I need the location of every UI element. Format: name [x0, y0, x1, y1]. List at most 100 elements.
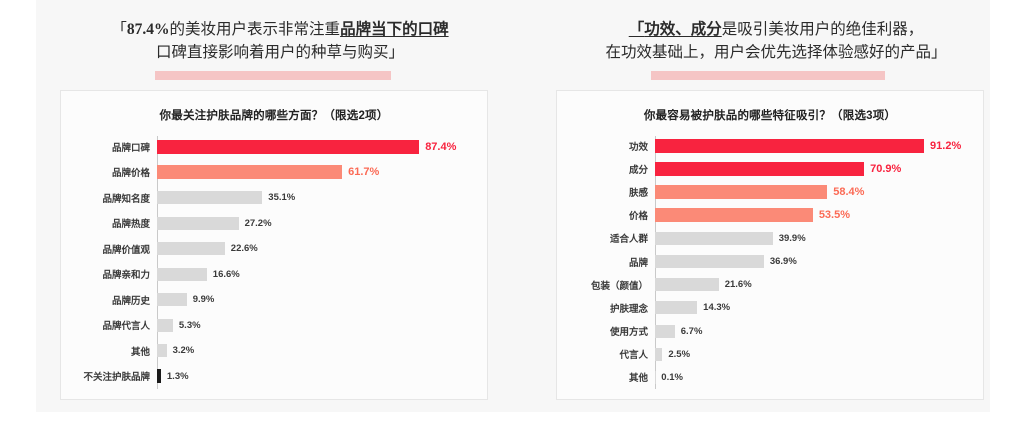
category-label: 肤感: [628, 187, 648, 199]
value-label: 21.6%: [724, 279, 752, 291]
bar: [157, 216, 239, 230]
bar-track: 2.5%: [655, 343, 985, 366]
value-label: 53.5%: [818, 209, 851, 222]
chart-row: 包装（颜值） 21.6%: [557, 273, 985, 296]
bar: [157, 267, 207, 281]
value-label: 16.6%: [212, 268, 240, 280]
category-label: 品牌代言人: [102, 321, 150, 333]
chart-row: 品牌代言人 5.3%: [61, 313, 489, 339]
value-label: 61.7%: [348, 166, 380, 179]
chart-row: 其他 3.2%: [61, 338, 489, 364]
bar-track: 5.3%: [157, 313, 489, 339]
bar-track: 35.1%: [157, 185, 489, 211]
chart-row: 品牌价值观 22.6%: [61, 236, 489, 262]
bar-track: 21.6%: [655, 273, 985, 296]
left-header-stat: 87.4%: [126, 21, 170, 38]
chart-row: 其他 0.1%: [557, 366, 985, 389]
bar-track: 87.4%: [157, 134, 489, 160]
value-label: 14.3%: [703, 302, 731, 314]
bar: [655, 255, 764, 269]
value-label: 5.3%: [178, 319, 201, 331]
right-header-line-1: 「功效、成分是吸引美妆用户的绝佳利器，: [544, 18, 1008, 41]
chart-row: 成分 70.9%: [557, 157, 985, 180]
chart-row: 品牌亲和力 16.6%: [61, 262, 489, 288]
category-label: 不关注护肤品牌: [83, 372, 150, 384]
category-label: 其他: [130, 346, 150, 358]
value-label: 2.5%: [668, 348, 691, 360]
chart-row: 品牌历史 9.9%: [61, 287, 489, 313]
left-chart-axis: [157, 136, 158, 389]
category-label: 品牌知名度: [102, 193, 150, 205]
chart-row: 价格 53.5%: [557, 204, 985, 227]
bar: [655, 208, 813, 223]
left-header-line-1: 「87.4%的美妆用户表示非常注重品牌当下的口碑: [48, 18, 512, 41]
right-chart-title: 你最容易被护肤品的哪些特征吸引？（限选3项）: [643, 110, 897, 122]
chart-row: 品牌口碑 87.4%: [61, 134, 489, 160]
category-label: 品牌口碑: [111, 142, 150, 154]
bar: [157, 318, 173, 332]
chart-row: 品牌 36.9%: [557, 250, 985, 273]
bar-track: 9.9%: [157, 287, 489, 313]
value-label: 22.6%: [230, 243, 258, 255]
category-label: 品牌: [628, 257, 648, 269]
left-header: 「87.4%的美妆用户表示非常注重品牌当下的口碑 口碑直接影响着用户的种草与购买…: [48, 18, 512, 80]
bar: [655, 324, 675, 338]
right-card: 你最容易被护肤品的哪些特征吸引？（限选3项） 功效 91.2% 成分 70.9% 肤感 5…: [556, 90, 984, 400]
bar: [157, 139, 420, 154]
chart-row: 肤感 58.4%: [557, 180, 985, 203]
bar-track: 53.5%: [655, 204, 985, 227]
category-label: 使用方式: [609, 327, 648, 339]
value-label: 9.9%: [192, 294, 215, 306]
bar: [655, 278, 719, 292]
left-chart: 品牌口碑 87.4% 品牌价格 61.7% 品牌知名度 35.1% 品牌热度 27.2% 品牌价…: [61, 134, 489, 393]
chart-row: 护肤理念 14.3%: [557, 296, 985, 319]
value-label: 35.1%: [268, 192, 296, 204]
bar-track: 61.7%: [157, 160, 489, 186]
bar: [157, 242, 225, 256]
chart-row: 不关注护肤品牌 1.3%: [61, 364, 489, 390]
bar-track: 39.9%: [655, 227, 985, 250]
bar: [655, 161, 865, 176]
bar: [157, 191, 263, 205]
bar-track: 36.9%: [655, 250, 985, 273]
bar: [157, 344, 167, 358]
value-label: 91.2%: [930, 139, 962, 152]
value-label: 70.9%: [870, 162, 902, 175]
left-header-highlight-bar: [155, 71, 391, 80]
value-label: 58.4%: [833, 185, 865, 198]
bar-track: 0.1%: [655, 366, 985, 389]
value-label: 6.7%: [680, 325, 703, 337]
bar-track: 27.2%: [157, 211, 489, 237]
bar-track: 22.6%: [157, 236, 489, 262]
left-header-mid: 的美妆用户表示非常注重: [169, 21, 341, 38]
category-label: 代言人: [619, 350, 648, 362]
bar-track: 70.9%: [655, 157, 985, 180]
left-header-emphasis: 品牌当下的口碑: [340, 21, 449, 38]
value-label: 1.3%: [166, 370, 189, 382]
bar-track: 3.2%: [157, 338, 489, 364]
left-header-line-2: 口碑直接影响着用户的种草与购买」: [155, 44, 404, 61]
category-label: 包装（颜值）: [590, 280, 648, 292]
chart-row: 品牌热度 27.2%: [61, 211, 489, 237]
chart-row: 代言人 2.5%: [557, 343, 985, 366]
left-column: 「87.4%的美妆用户表示非常注重品牌当下的口碑 口碑直接影响着用户的种草与购买…: [48, 0, 512, 412]
category-label: 护肤理念: [609, 303, 648, 315]
left-header-bracket: 「: [111, 21, 127, 38]
right-header-line-2: 在功效基础上，用户会优先选择体验感好的产品」: [605, 44, 947, 61]
category-label: 功效: [628, 141, 648, 153]
category-label: 品牌历史: [111, 295, 150, 307]
category-label: 品牌热度: [111, 219, 150, 231]
category-label: 品牌价格: [111, 168, 150, 180]
right-header-emphasis: 功效、成分: [644, 21, 722, 38]
value-label: 27.2%: [244, 217, 272, 229]
value-label: 36.9%: [769, 256, 797, 268]
left-chart-title: 你最关注护肤品牌的哪些方面？（限选2项）: [159, 110, 389, 122]
bar-track: 1.3%: [157, 364, 489, 390]
right-chart: 功效 91.2% 成分 70.9% 肤感 58.4% 价格 53.5% 适合人群 39.9% 品牌 3…: [557, 134, 985, 393]
category-label: 品牌亲和力: [102, 270, 150, 282]
right-header-highlight-bar: [651, 71, 885, 80]
right-column: 「功效、成分是吸引美妆用户的绝佳利器， 在功效基础上，用户会优先选择体验感好的产…: [544, 0, 1008, 412]
category-label: 其他: [628, 373, 648, 385]
chart-row: 品牌知名度 35.1%: [61, 185, 489, 211]
category-label: 价格: [628, 211, 648, 223]
